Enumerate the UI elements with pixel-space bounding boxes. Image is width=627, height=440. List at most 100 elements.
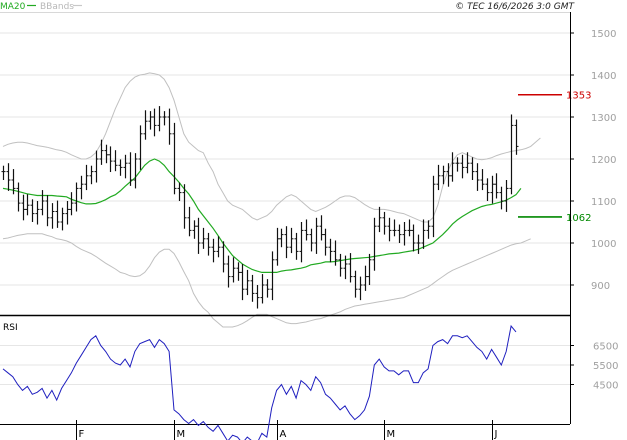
price-bar-01-24: [45, 195, 50, 227]
price-bar-01-31: [69, 192, 74, 216]
price-bar-01-23: [40, 190, 45, 216]
price-bar-04-15: [323, 228, 328, 256]
price-bar-01-16: [16, 182, 21, 212]
price-bar-03-04: [177, 182, 182, 201]
price-bar-05-21: [450, 152, 455, 182]
price-bar-02-18: [128, 152, 133, 186]
price-bar-02-28: [167, 108, 172, 145]
price-tick-label-900: 900: [591, 281, 610, 292]
copyright: © TEC 16/6/2026 3:0 GMT: [455, 2, 575, 12]
price-bar-04-29: [372, 217, 377, 271]
price-bar-05-09: [411, 224, 416, 252]
level-label-1353: 1353: [566, 91, 591, 102]
price-bar-02-10: [99, 139, 104, 165]
time-tick-label-02-03: F: [79, 429, 85, 440]
price-bar-03-18: [226, 255, 231, 288]
rsi-tick-label-5500: 5500: [593, 361, 618, 372]
price-bar-01-29: [60, 207, 65, 231]
bband-upper-line: [2, 72, 541, 223]
price-bar-02-04: [79, 175, 84, 200]
price-bar-03-26: [255, 285, 260, 309]
price-bar-02-24: [148, 111, 153, 130]
rsi-line: [2, 324, 517, 440]
price-bar-04-11: [314, 217, 319, 254]
price-bar-02-27: [162, 111, 167, 126]
price-bar-05-27: [470, 157, 475, 180]
price-bar-02-17: [123, 154, 128, 179]
price-bars: [1, 106, 519, 309]
price-bar-03-05: [182, 184, 187, 229]
price-bar-05-12: [416, 234, 421, 254]
price-tick-label-1000: 1000: [591, 239, 616, 250]
price-bar-04-07: [294, 232, 299, 260]
price-tick-label-1200: 1200: [591, 155, 616, 166]
price-bar-04-18: [338, 253, 343, 277]
price-bar-02-13: [113, 150, 118, 172]
price-bar-06-09: [514, 119, 519, 155]
time-tick-label-06-02: J: [494, 429, 498, 440]
price-bar-02-21: [143, 110, 148, 140]
price-bar-05-16: [436, 164, 441, 191]
level-label-1062: 1062: [566, 213, 591, 224]
legend-bbands: BBands: [40, 2, 74, 12]
price-bar-04-10: [309, 228, 314, 252]
price-bar-05-23: [460, 154, 465, 179]
price-bar-05-13: [421, 219, 426, 249]
price-bar-03-10: [196, 217, 201, 254]
price-tick-label-1400: 1400: [591, 71, 616, 82]
price-bar-04-01: [275, 227, 280, 266]
price-bar-02-11: [104, 144, 109, 164]
price-bar-05-15: [431, 175, 436, 238]
price-bar-03-28: [265, 279, 270, 298]
price-bar-03-12: [206, 232, 211, 256]
price-levels: 1353 1062: [518, 91, 591, 224]
price-bar-06-06: [509, 114, 514, 195]
price-bar-05-29: [480, 169, 485, 191]
price-bar-04-21: [343, 255, 348, 280]
price-bar-02-12: [108, 146, 113, 173]
rsi-tick-label-4500: 4500: [593, 381, 618, 392]
price-bar-02-14: [118, 159, 123, 176]
rsi-panel: 6500 5500 4500: [0, 324, 618, 440]
moving-average: [2, 158, 522, 273]
price-bar-04-04: [289, 227, 294, 254]
price-bar-01-13: [1, 165, 6, 180]
price-bar-03-06: [187, 206, 192, 237]
price-bar-05-02: [387, 217, 392, 242]
price-bar-02-05: [84, 164, 89, 191]
price-bar-04-09: [304, 219, 309, 241]
price-bar-02-26: [157, 106, 162, 132]
price-bar-05-22: [455, 157, 460, 172]
price-bar-03-31: [270, 251, 275, 301]
bband-lower-line: [2, 233, 531, 328]
price-bar-02-07: [94, 150, 99, 183]
price-bar-01-14: [6, 163, 11, 191]
price-bar-01-15: [11, 169, 16, 195]
price-bar-03-17: [221, 241, 226, 273]
chart-frame: [0, 12, 571, 425]
price-bar-06-03: [494, 173, 499, 199]
price-bar-01-20: [25, 194, 30, 216]
price-bar-06-02: [490, 175, 495, 204]
price-grid: [0, 32, 570, 286]
price-bar-03-20: [236, 262, 241, 281]
price-bar-06-05: [504, 180, 509, 212]
price-bar-03-11: [201, 227, 206, 249]
price-bar-04-22: [348, 253, 353, 283]
price-bar-02-20: [138, 125, 143, 170]
price-bar-03-19: [231, 257, 236, 283]
price-bar-01-28: [55, 200, 60, 228]
price-bar-02-25: [152, 108, 157, 137]
price-tick-label-1500: 1500: [591, 29, 616, 40]
price-bar-04-17: [333, 240, 338, 266]
price-tick-label-1300: 1300: [591, 113, 616, 124]
price-bar-01-27: [50, 203, 55, 229]
price-bar-01-30: [65, 201, 70, 225]
price-bar-03-27: [260, 274, 265, 304]
price-bar-04-16: [328, 238, 333, 263]
price-bar-05-05: [392, 219, 397, 237]
price-bar-01-22: [35, 201, 40, 225]
price-tick-label-1100: 1100: [591, 197, 616, 208]
